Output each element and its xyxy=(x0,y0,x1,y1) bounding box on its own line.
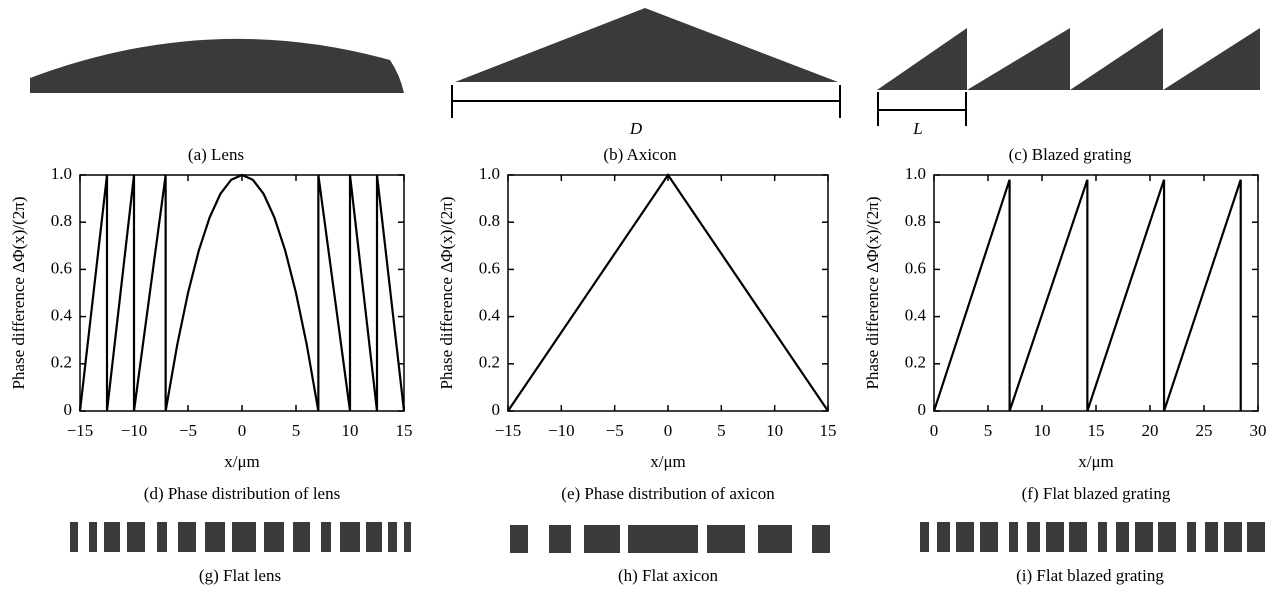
x-tick-label: −5 xyxy=(179,421,197,440)
x-tick-label: 30 xyxy=(1250,421,1267,440)
dimension-lines xyxy=(452,85,966,126)
x-tick-label: 10 xyxy=(342,421,359,440)
x-tick-label: −10 xyxy=(548,421,575,440)
lens-shape xyxy=(30,39,404,93)
x-tick-label: 10 xyxy=(1034,421,1051,440)
shapes xyxy=(30,8,1265,553)
y-tick-label: 0.4 xyxy=(51,306,73,325)
y-tick-label: 1.0 xyxy=(479,164,500,183)
x-tick-label: −15 xyxy=(67,421,94,440)
y-tick-label: 0 xyxy=(918,400,927,419)
x-tick-label: 5 xyxy=(984,421,993,440)
y-tick-label: 0.6 xyxy=(905,258,926,277)
x-tick-label: 5 xyxy=(292,421,301,440)
flat-grating xyxy=(920,522,1265,552)
y-axis-label: Phase difference ΔΦ(x)/(2π) xyxy=(863,196,882,389)
y-axis-label: Phase difference ΔΦ(x)/(2π) xyxy=(9,196,28,389)
dimension-label: L xyxy=(912,119,922,138)
y-tick-label: 0 xyxy=(64,400,73,419)
x-tick-label: −15 xyxy=(495,421,522,440)
flat-lens xyxy=(70,522,411,552)
y-tick-label: 0.6 xyxy=(51,258,72,277)
plot-frame xyxy=(934,175,1258,411)
figure: D L (a) Lens (b) Axicon (c) Blazed grati… xyxy=(0,0,1279,592)
x-tick-label: 10 xyxy=(766,421,783,440)
caption: (a) Lens xyxy=(188,145,244,164)
x-axis-label: x/μm xyxy=(650,452,686,471)
y-tick-label: 0.2 xyxy=(905,353,926,372)
data-line xyxy=(508,175,828,411)
plot-frame xyxy=(508,175,828,411)
caption: (i) Flat blazed grating xyxy=(1016,566,1164,585)
x-tick-label: −10 xyxy=(121,421,148,440)
x-tick-label: 0 xyxy=(930,421,939,440)
caption: (c) Blazed grating xyxy=(1009,145,1132,164)
y-tick-label: 0.2 xyxy=(51,353,72,372)
caption: (h) Flat axicon xyxy=(618,566,719,585)
axicon-shape xyxy=(455,8,838,82)
plot-frame xyxy=(80,175,404,411)
flat-axicon xyxy=(510,525,830,553)
x-tick-label: 5 xyxy=(717,421,726,440)
x-tick-label: 0 xyxy=(238,421,247,440)
caption: (g) Flat lens xyxy=(199,566,281,585)
dimension-label: D xyxy=(629,119,643,138)
y-axis-label: Phase difference ΔΦ(x)/(2π) xyxy=(437,196,456,389)
y-tick-label: 0.8 xyxy=(51,211,72,230)
x-tick-label: 15 xyxy=(396,421,413,440)
grating-shape xyxy=(877,28,1260,90)
y-tick-label: 0.8 xyxy=(479,211,500,230)
y-tick-label: 0.8 xyxy=(905,211,926,230)
y-tick-label: 0.6 xyxy=(479,258,500,277)
caption: (b) Axicon xyxy=(603,145,677,164)
y-tick-label: 1.0 xyxy=(51,164,72,183)
y-tick-label: 0 xyxy=(492,400,501,419)
data-line xyxy=(934,180,1241,411)
caption: (d) Phase distribution of lens xyxy=(144,484,340,503)
x-tick-label: 15 xyxy=(820,421,837,440)
data-line xyxy=(80,175,404,411)
caption: (f) Flat blazed grating xyxy=(1022,484,1171,503)
y-tick-label: 0.4 xyxy=(479,306,501,325)
x-axis-label: x/μm xyxy=(1078,452,1114,471)
x-tick-label: 25 xyxy=(1196,421,1213,440)
x-tick-label: 20 xyxy=(1142,421,1159,440)
y-tick-label: 1.0 xyxy=(905,164,926,183)
x-axis-label: x/μm xyxy=(224,452,260,471)
x-tick-label: 15 xyxy=(1088,421,1105,440)
x-tick-label: −5 xyxy=(606,421,624,440)
y-tick-label: 0.4 xyxy=(905,306,927,325)
caption: (e) Phase distribution of axicon xyxy=(561,484,775,503)
x-tick-label: 0 xyxy=(664,421,673,440)
y-tick-label: 0.2 xyxy=(479,353,500,372)
